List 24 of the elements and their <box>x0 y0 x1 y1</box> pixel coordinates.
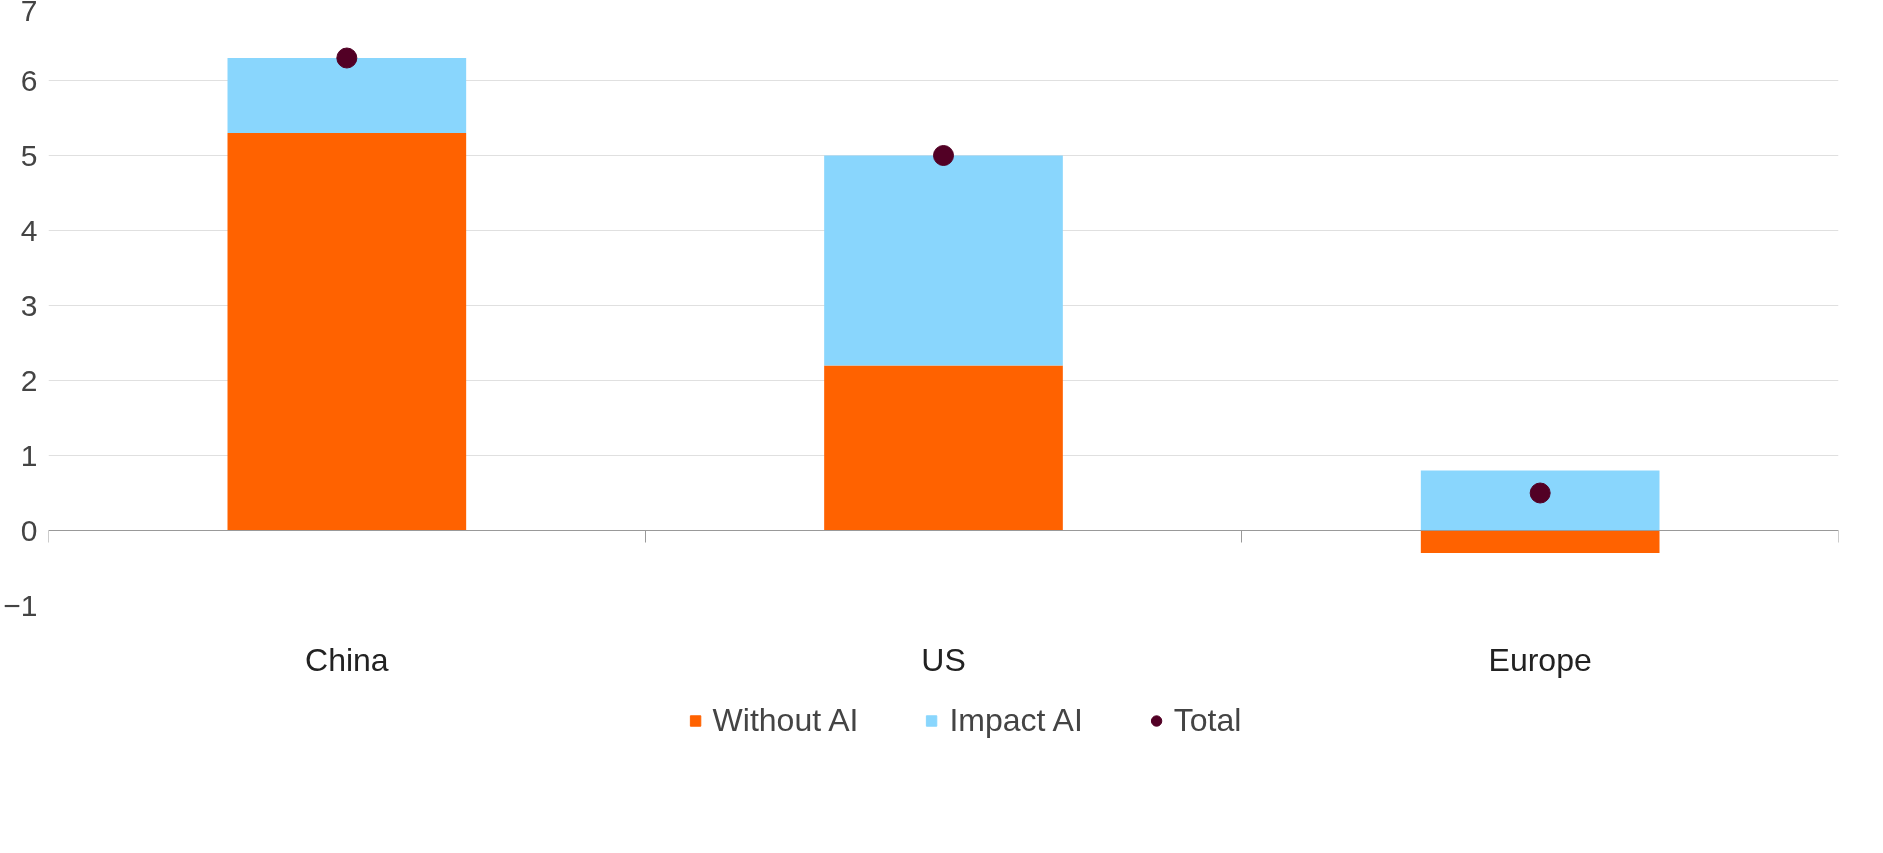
legend-label: Impact AI <box>949 701 1083 739</box>
y-tick-label: 4 <box>20 213 38 247</box>
bar <box>1420 470 1660 531</box>
point <box>1529 482 1551 504</box>
x-tick-label: US <box>921 641 966 678</box>
bar <box>227 58 467 133</box>
point <box>933 145 954 166</box>
point <box>336 47 358 69</box>
legend-label: Total <box>1173 701 1242 739</box>
legend-label: Without AI <box>712 701 859 739</box>
y-tick-label: 3 <box>20 288 38 322</box>
y-tick-label: 0 <box>20 513 38 547</box>
y-tick-label: 6 <box>20 63 38 97</box>
y-tick-label: −1 <box>3 588 38 622</box>
bar <box>227 133 467 531</box>
x-tick-label: China <box>305 641 389 678</box>
bar <box>824 365 1063 531</box>
y-tick-label: 1 <box>20 438 38 472</box>
x-tick-label: Europe <box>1488 641 1592 678</box>
bar <box>824 155 1063 366</box>
bar <box>1420 530 1660 553</box>
y-tick-label: 5 <box>20 138 38 172</box>
y-tick-label: 7 <box>20 0 38 27</box>
y-tick-label: 2 <box>20 363 38 397</box>
